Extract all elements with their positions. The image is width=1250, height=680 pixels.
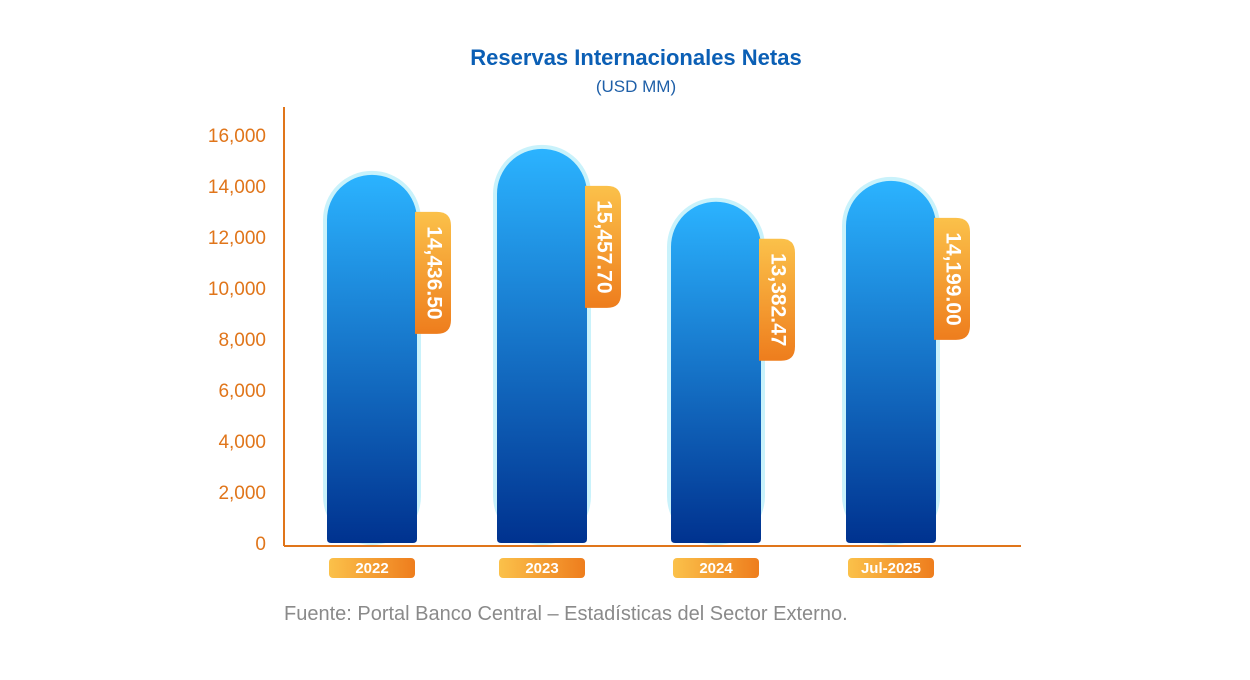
data-label: 13,382.47	[766, 253, 789, 346]
bar	[846, 180, 936, 543]
y-tick-label: 14,000	[208, 177, 266, 198]
x-tick-label: 2022	[355, 560, 388, 577]
y-tick-label: 10,000	[208, 279, 266, 300]
source-note: Fuente: Portal Banco Central – Estadísti…	[284, 603, 848, 625]
x-tick-label: 2023	[525, 560, 558, 577]
chart-subtitle: (USD MM)	[596, 77, 676, 96]
data-label: 14,199.00	[941, 232, 964, 325]
bar	[671, 201, 761, 543]
y-tick-label: 2,000	[218, 483, 266, 504]
y-tick-label: 4,000	[218, 432, 266, 453]
y-tick-label: 12,000	[208, 228, 266, 249]
data-label: 15,457.70	[592, 200, 615, 293]
data-label-tag	[934, 217, 970, 340]
data-label-tag	[585, 185, 621, 308]
data-label: 14,436.50	[422, 226, 445, 319]
y-tick-label: 0	[255, 534, 266, 555]
y-tick-label: 6,000	[218, 381, 266, 402]
x-axis-categories: 2022 2023 2024 Jul-2025	[329, 558, 934, 578]
chart-title: Reservas Internacionales Netas	[470, 45, 801, 70]
bar	[497, 148, 587, 543]
y-tick-label: 16,000	[208, 126, 266, 147]
category-tag	[499, 558, 585, 578]
bar	[327, 174, 417, 543]
data-labels: 14,436.50 15,457.70 13,382.47 14,199.00	[415, 185, 970, 361]
y-tick-label: 8,000	[218, 330, 266, 351]
data-label-tag	[759, 238, 795, 361]
category-tag	[329, 558, 415, 578]
bars	[323, 144, 940, 545]
y-axis-ticks: 0 2,000 4,000 6,000 8,000 10,000 12,000 14,000 1…	[208, 126, 266, 555]
x-tick-label: 2024	[699, 560, 733, 577]
category-tag	[848, 558, 934, 578]
x-tick-label: Jul-2025	[861, 560, 921, 577]
category-tag	[673, 558, 759, 578]
data-label-tag	[415, 211, 451, 334]
